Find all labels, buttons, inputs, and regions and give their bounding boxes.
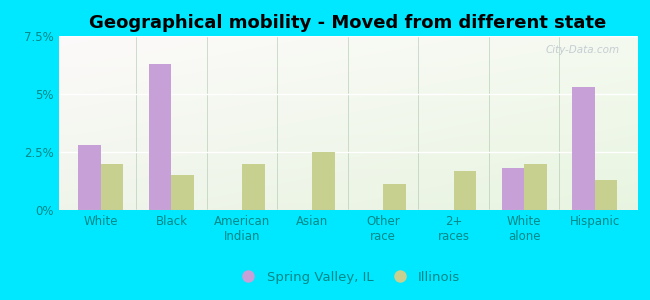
- Bar: [383, 184, 406, 210]
- Bar: [242, 164, 265, 210]
- Bar: [595, 180, 618, 210]
- Text: City-Data.com: City-Data.com: [545, 45, 619, 55]
- Title: Geographical mobility - Moved from different state: Geographical mobility - Moved from diffe…: [89, 14, 606, 32]
- Bar: [572, 87, 595, 210]
- Bar: [149, 64, 172, 210]
- Legend: Spring Valley, IL, Illinois: Spring Valley, IL, Illinois: [229, 265, 466, 289]
- Bar: [101, 164, 124, 210]
- Bar: [78, 145, 101, 210]
- Bar: [313, 152, 335, 210]
- Bar: [524, 164, 547, 210]
- Bar: [454, 171, 476, 210]
- Bar: [172, 175, 194, 210]
- Bar: [502, 168, 524, 210]
